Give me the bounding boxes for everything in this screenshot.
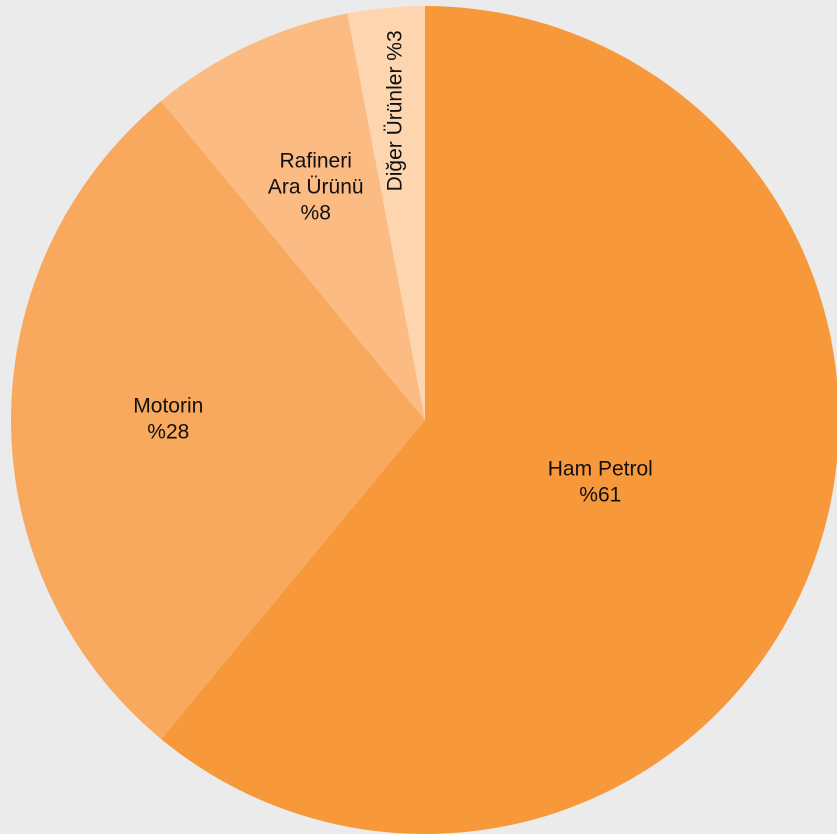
pie-label-line: Motorin [133,395,203,418]
pie-label-line: %28 [147,421,189,444]
pie-label-diger-urunler-3: Diğer Ürünler %3 [383,30,406,191]
pie-slice-diger-urunler-3 [347,6,425,420]
pie-slice-motorin [10,101,426,739]
pie-label-rafineri: Rafineri Ara Ürünü %8 [268,149,364,224]
pie-labels: Ham Petrol %61 Motorin %28 Rafineri Ara Ürünü… [133,30,652,506]
pie-slice-rafineri [161,13,425,421]
pie-label-motorin: Motorin %28 [133,395,203,444]
pie-label-ham-petrol: Ham Petrol %61 [548,458,653,507]
pie-label-line: Ara Ürünü [268,175,364,198]
pie-label-line: Rafineri [280,149,352,172]
pie-slices [10,6,837,834]
pie-label-line: %61 [579,484,621,507]
pie-label-line: Ham Petrol [548,458,653,481]
pie-slice-ham-petrol [161,6,837,834]
pie-label-line: %8 [301,201,331,224]
